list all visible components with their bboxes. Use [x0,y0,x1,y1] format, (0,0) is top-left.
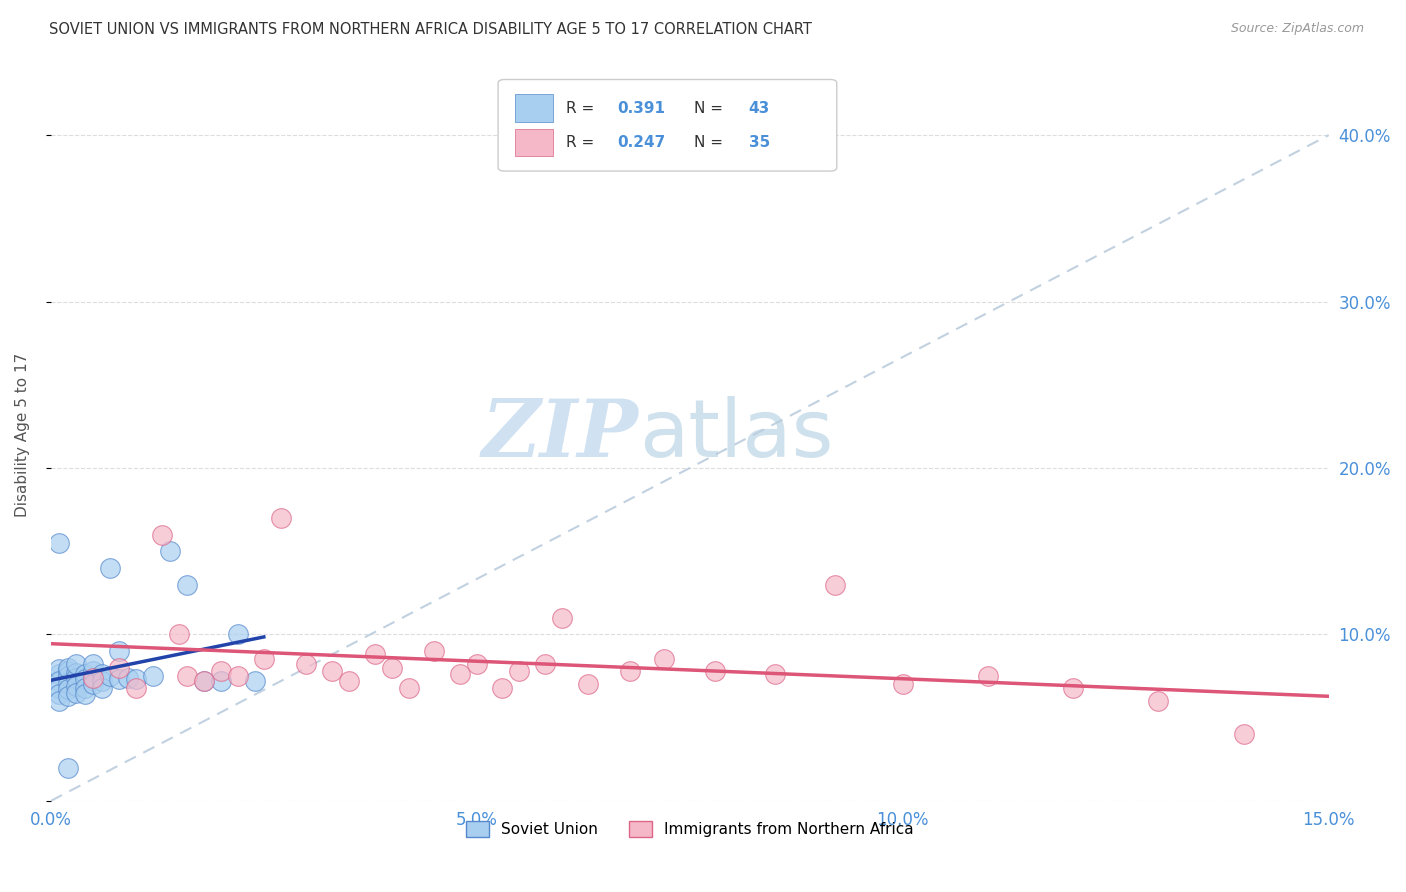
Point [65,665,87,680]
Point [56,664,79,678]
Point [576,677,599,691]
Point [108,661,131,675]
Point [125,673,148,687]
Point [508,664,530,678]
Point [48,673,70,688]
Point [56,669,79,683]
Point [321,664,343,678]
Point [56,761,79,775]
Point [270,511,292,525]
Point [193,673,215,688]
Point [108,673,131,687]
Text: 0.247: 0.247 [617,135,665,150]
Point [363,648,385,662]
Text: 43: 43 [748,101,770,116]
Point [73,673,96,687]
Point [56,682,79,697]
Point [48,694,70,708]
Bar [515,128,553,156]
Point [48,687,70,701]
Point [56,689,79,703]
Point [82,657,104,672]
Point [491,681,513,695]
Point [176,577,198,591]
Point [209,664,232,678]
Point [245,673,267,688]
Point [253,652,276,666]
Point [82,677,104,691]
Text: 0.391: 0.391 [617,101,665,116]
Point [449,667,471,681]
Point [82,671,104,685]
Point [82,664,104,678]
Point [167,627,190,641]
Point [91,667,114,681]
Point [65,657,87,672]
Bar [515,95,553,122]
Point [1147,694,1170,708]
Point [48,662,70,676]
Point [73,687,96,701]
Text: ZIP: ZIP [482,396,638,474]
Point [652,652,675,666]
Point [125,681,148,695]
Point [891,677,914,691]
FancyBboxPatch shape [498,79,837,171]
Point [295,657,318,672]
Point [226,627,249,641]
Point [56,675,79,690]
Point [226,669,249,683]
Text: SOVIET UNION VS IMMIGRANTS FROM NORTHERN AFRICA DISABILITY AGE 5 TO 17 CORRELATI: SOVIET UNION VS IMMIGRANTS FROM NORTHERN… [49,22,813,37]
Point [193,673,215,688]
Point [381,661,404,675]
Text: Source: ZipAtlas.com: Source: ZipAtlas.com [1230,22,1364,36]
Text: N =: N = [693,135,727,150]
Point [91,673,114,688]
Point [65,671,87,685]
Point [1232,727,1254,741]
Point [977,669,1000,683]
Point [159,544,181,558]
Point [100,561,122,575]
Text: N =: N = [693,101,727,116]
Point [48,536,70,550]
Point [150,527,173,541]
Point [1062,681,1084,695]
Legend: Soviet Union, Immigrants from Northern Africa: Soviet Union, Immigrants from Northern A… [458,814,921,845]
Point [551,611,574,625]
Point [65,679,87,693]
Point [619,664,641,678]
Point [91,681,114,695]
Point [48,667,70,681]
Point [56,661,79,675]
Point [534,657,557,672]
Point [209,673,232,688]
Text: R =: R = [565,135,599,150]
Point [73,667,96,681]
Point [48,681,70,695]
Point [65,686,87,700]
Point [108,644,131,658]
Text: 35: 35 [748,135,770,150]
Point [763,667,786,681]
Point [704,664,727,678]
Point [824,577,846,591]
Y-axis label: Disability Age 5 to 17: Disability Age 5 to 17 [15,352,30,516]
Point [142,669,165,683]
Point [82,671,104,685]
Text: atlas: atlas [638,396,834,474]
Point [337,673,360,688]
Point [100,669,122,683]
Point [423,644,446,658]
Point [176,669,198,683]
Point [73,681,96,695]
Point [465,657,488,672]
Point [117,671,139,685]
Text: R =: R = [565,101,599,116]
Point [398,681,420,695]
